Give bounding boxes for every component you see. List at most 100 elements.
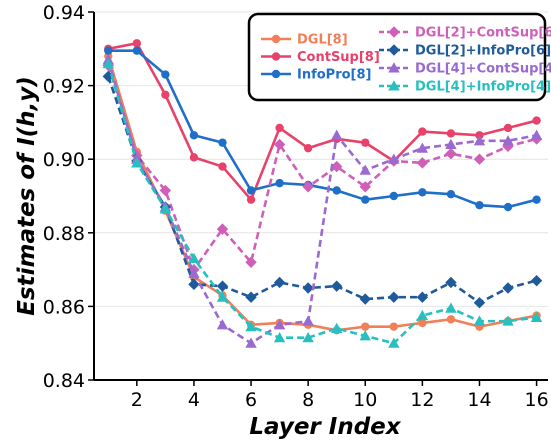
- legend-label: DGL[8]: [297, 33, 348, 48]
- data-point: [359, 293, 371, 305]
- data-point: [102, 70, 114, 83]
- data-point: [218, 138, 227, 147]
- x-tick-label: 6: [245, 389, 257, 411]
- data-point: [216, 223, 229, 235]
- data-point: [159, 203, 172, 214]
- data-point: [388, 153, 400, 164]
- data-point: [246, 195, 256, 204]
- legend-label: InfoPro[8]: [297, 68, 371, 83]
- data-point: [188, 267, 200, 278]
- data-point: [245, 256, 257, 268]
- data-point: [359, 164, 371, 175]
- axes: 0.84 0.86 0.88 0.90 0.92 0.94 2 4 6 8 10 12 14 16 Laye…: [14, 2, 549, 440]
- data-point: [530, 129, 543, 140]
- data-point: [216, 319, 229, 330]
- data-point: [503, 123, 513, 133]
- data-point: [275, 123, 284, 133]
- y-tick-label: 0.92: [43, 76, 85, 98]
- series-line: [108, 49, 537, 209]
- x-tick-label: 14: [467, 389, 491, 411]
- data-point: [530, 274, 543, 287]
- legend-entry-0: DGL[8]: [261, 33, 348, 48]
- data-point: [361, 195, 370, 204]
- x-tick-label: 10: [353, 389, 377, 411]
- legend-entry-1: ContSup[8]: [261, 50, 380, 65]
- data-point: [188, 278, 200, 291]
- data-point: [273, 276, 286, 289]
- data-point: [273, 331, 286, 343]
- legend-marker: [388, 44, 400, 56]
- y-tick-label: 0.90: [43, 149, 85, 171]
- data-point: [302, 331, 314, 343]
- series-line: [108, 41, 537, 201]
- data-point: [161, 90, 170, 100]
- data-point: [216, 280, 229, 292]
- y-tick-label: 0.88: [43, 223, 85, 245]
- data-point: [331, 129, 343, 140]
- legend-marker: [271, 52, 281, 61]
- data-point: [475, 201, 484, 210]
- data-point: [245, 291, 257, 303]
- legend-label: DGL[4]+InfoPro[4]: [415, 80, 551, 95]
- data-point: [389, 191, 399, 201]
- legend-label: DGL[2]+ContSup[6]: [415, 26, 551, 41]
- data-point: [389, 322, 399, 331]
- data-point: [418, 188, 427, 197]
- data-point: [532, 116, 541, 125]
- data-point: [188, 252, 200, 264]
- legend-marker: [388, 62, 400, 73]
- data-point: [446, 315, 456, 324]
- series-1: [104, 39, 541, 204]
- data-point: [332, 186, 341, 195]
- data-point: [418, 127, 427, 136]
- data-point: [273, 319, 286, 330]
- data-point: [388, 337, 400, 348]
- data-point: [102, 57, 114, 69]
- data-point: [446, 129, 456, 138]
- data-point: [445, 302, 457, 313]
- data-point: [132, 46, 142, 55]
- data-point: [445, 138, 457, 150]
- legend-entry-6: DGL[4]+InfoPro[4]: [379, 80, 551, 95]
- legend-marker: [388, 80, 400, 91]
- data-point: [218, 162, 227, 171]
- data-point: [302, 181, 314, 193]
- data-point: [303, 143, 313, 153]
- series-line: [107, 64, 537, 271]
- legend-marker: [271, 69, 281, 79]
- legend-label: ContSup[8]: [297, 50, 380, 65]
- data-point: [416, 291, 429, 303]
- data-point: [416, 157, 429, 169]
- data-point: [416, 142, 429, 153]
- legend-entry-5: DGL[4]+ContSup[4]: [379, 62, 551, 77]
- legend-entry-3: DGL[2]+ContSup[6]: [379, 26, 551, 41]
- data-point: [388, 291, 400, 303]
- series-6: [102, 57, 543, 348]
- data-point: [273, 138, 286, 151]
- data-point: [245, 337, 257, 348]
- data-point: [502, 315, 514, 326]
- legend-box: [247, 12, 547, 102]
- series-group: [102, 39, 543, 348]
- legend-entry-4: DGL[2]+InfoPro[6]: [379, 44, 551, 59]
- data-point: [418, 318, 427, 328]
- data-point: [473, 297, 486, 309]
- data-point: [416, 309, 429, 321]
- y-tick-label: 0.94: [43, 2, 85, 24]
- data-point: [473, 135, 486, 146]
- data-point: [445, 276, 457, 289]
- data-point: [530, 311, 543, 322]
- data-point: [361, 322, 370, 331]
- data-point: [359, 181, 371, 193]
- data-point: [189, 153, 199, 162]
- y-tick-label: 0.86: [43, 296, 85, 318]
- legend-marker: [271, 34, 281, 44]
- legend-entry-2: InfoPro[8]: [261, 68, 371, 83]
- data-point: [131, 157, 143, 168]
- data-point: [104, 46, 113, 55]
- data-point: [473, 315, 486, 326]
- data-point: [275, 178, 284, 188]
- data-point: [502, 135, 514, 146]
